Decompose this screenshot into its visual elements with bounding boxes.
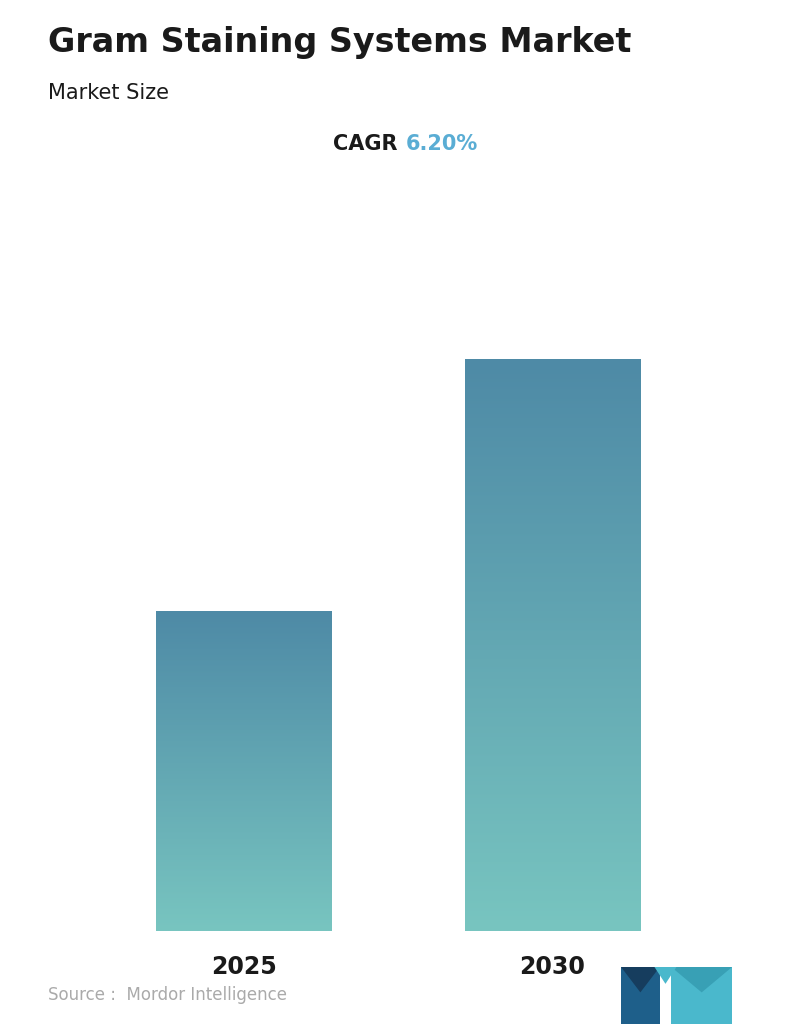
- Text: Source :  Mordor Intelligence: Source : Mordor Intelligence: [48, 985, 287, 1004]
- Text: Market Size: Market Size: [48, 83, 169, 102]
- Polygon shape: [654, 967, 677, 984]
- Text: Gram Staining Systems Market: Gram Staining Systems Market: [48, 26, 631, 59]
- Polygon shape: [621, 967, 660, 1024]
- Text: CAGR: CAGR: [334, 134, 398, 154]
- Polygon shape: [671, 967, 732, 993]
- Polygon shape: [621, 967, 660, 993]
- Polygon shape: [671, 967, 732, 1024]
- Text: 6.20%: 6.20%: [406, 134, 478, 154]
